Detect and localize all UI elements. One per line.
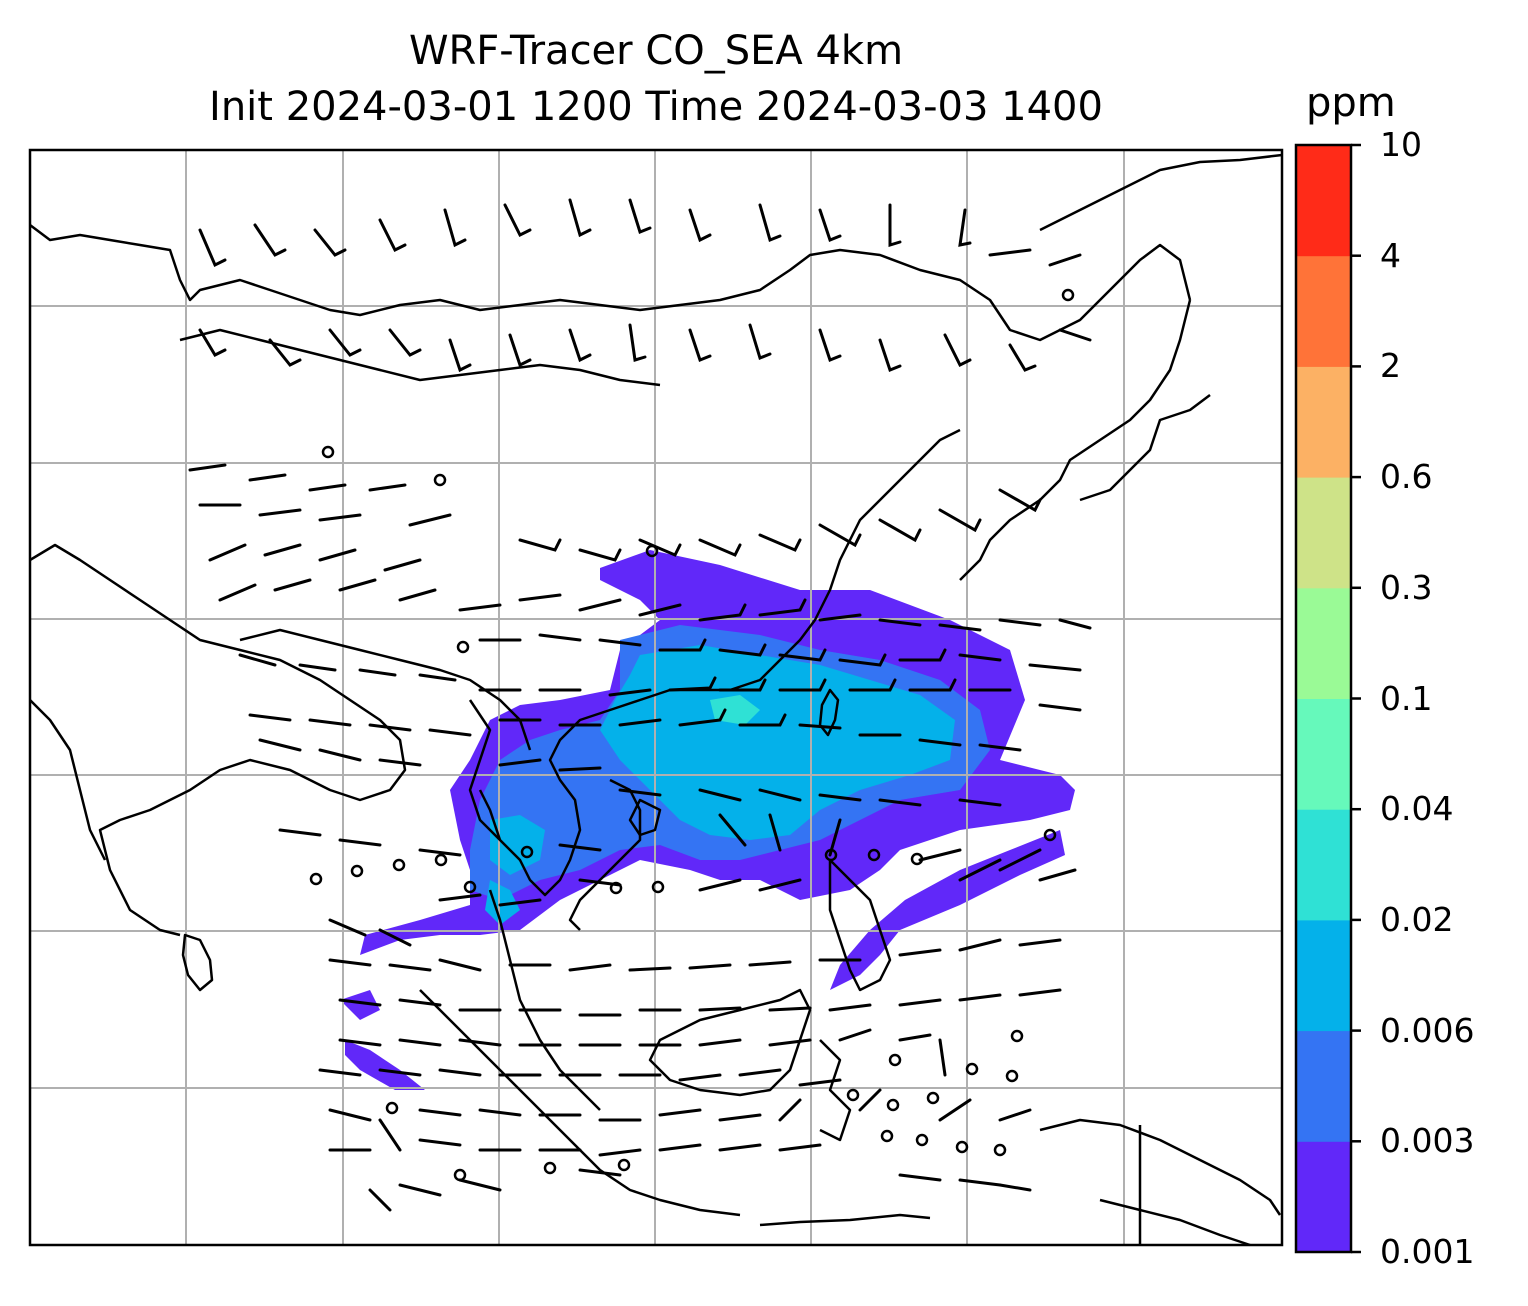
plume-tail-ocean	[830, 830, 1065, 990]
coast-taiwan	[818, 688, 840, 737]
coast-china-east	[478, 428, 961, 897]
colorbar-tick-label: 0.001	[1380, 1232, 1475, 1271]
colorbar-segment	[1296, 1030, 1351, 1142]
plume-level-3c	[485, 880, 520, 925]
colorbar-tick-label: 0.1	[1380, 678, 1433, 718]
plume-level-3	[600, 645, 955, 840]
colorbar-segment	[1296, 255, 1351, 367]
colorbar-segment	[1296, 587, 1351, 699]
colorbar-segment	[1296, 698, 1351, 810]
border-china-south	[239, 628, 532, 751]
plume-level-3b	[490, 815, 545, 875]
coast-java	[759, 1213, 931, 1227]
colorbar-segment	[1296, 1141, 1351, 1253]
colorbar-segment	[1296, 809, 1351, 921]
coast-new-guinea-south	[1099, 1198, 1251, 1247]
calm-markers	[309, 288, 1075, 1182]
coast-vietnam	[568, 778, 642, 931]
colorbar-tick-label: 0.02	[1380, 899, 1454, 939]
colorbar-tick-label: 0.04	[1380, 789, 1454, 829]
coast-srilanka	[181, 933, 214, 992]
coast-japan	[1079, 394, 1211, 502]
colorbar-tick-label: 0.003	[1380, 1121, 1475, 1161]
gridlines	[30, 150, 1282, 1245]
colorbar-tick-label: 4	[1380, 235, 1401, 275]
map-title-line2: Init 2024-03-01 1200 Time 2024-03-03 140…	[209, 84, 1103, 130]
coast-india	[29, 543, 407, 937]
colorbar	[1294, 143, 1361, 1254]
map-panel	[28, 148, 1284, 1247]
border-mongolia	[179, 328, 661, 387]
coast-hainan	[628, 798, 662, 837]
wind-barbs	[188, 198, 1092, 1212]
coast-north-china	[29, 224, 1192, 342]
colorbar-tick-label: 0.6	[1380, 457, 1433, 497]
colorbar-unit-label: ppm	[1306, 80, 1396, 126]
colorbar-tick-label: 0.3	[1380, 567, 1433, 607]
coast-new-guinea	[1039, 1118, 1282, 1216]
coastlines	[29, 153, 1283, 1247]
map-frame	[28, 148, 1284, 1247]
colorbar-segment	[1296, 366, 1351, 478]
coast-india-west	[29, 699, 107, 861]
colorbar-segment	[1296, 919, 1351, 1032]
coast-philippines	[828, 858, 892, 992]
colorbar-tick-label: 10	[1380, 125, 1422, 164]
plume-fragment-sw	[340, 990, 380, 1020]
border-indochina	[468, 699, 501, 841]
colorbar-tick-label: 0.006	[1380, 1010, 1475, 1050]
colorbar-tick-label: 2	[1380, 346, 1401, 386]
coast-northeast	[1039, 153, 1283, 232]
plume-fragment-south	[345, 1040, 425, 1090]
colorbar-segment	[1296, 477, 1351, 589]
colorbar-segment	[1296, 145, 1351, 257]
coast-korea-japan	[959, 299, 1192, 581]
tracer-plume	[340, 550, 1075, 1090]
coast-malay	[488, 889, 601, 1111]
map-title-line1: WRF-Tracer CO_SEA 4km	[408, 28, 904, 74]
coast-sulawesi	[819, 1039, 852, 1142]
coast-borneo	[648, 988, 812, 1097]
